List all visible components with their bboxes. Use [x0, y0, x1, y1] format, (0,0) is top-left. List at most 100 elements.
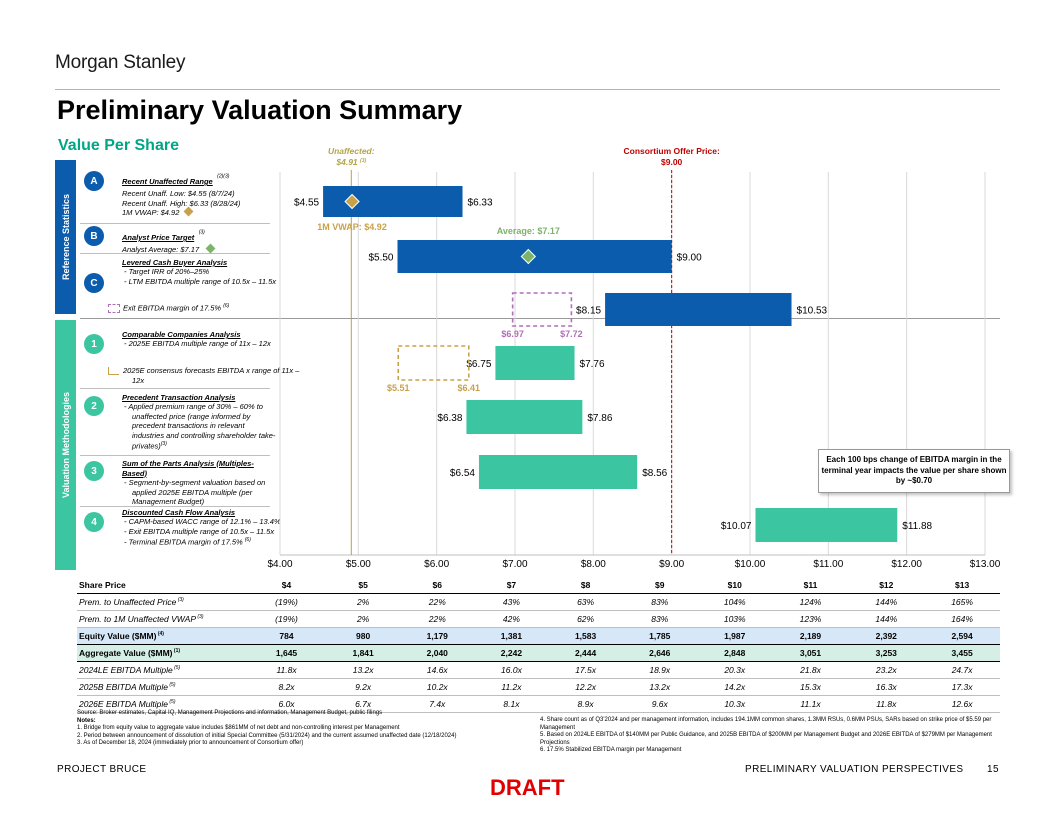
table-cell: 22%	[400, 610, 475, 628]
row-b-heading: Analyst Price Target	[122, 233, 195, 242]
table-cell: $11	[772, 577, 849, 594]
table-cell: 21.8x	[772, 661, 849, 679]
row-c-heading: Levered Cash Buyer Analysis	[122, 258, 228, 267]
row-2-label: Precedent Transaction Analysis - Applied…	[122, 393, 277, 451]
table-cell: 1,179	[400, 627, 475, 645]
table-cell: (19%)	[247, 593, 327, 611]
row-label: Share Price	[77, 577, 247, 594]
bar-high-label: $8.56	[642, 468, 667, 479]
row-3-label: Sum of the Parts Analysis (Multiples-Bas…	[122, 459, 277, 507]
bar-high-label: $6.33	[468, 198, 493, 209]
row-separator	[80, 253, 270, 254]
section-separator	[80, 318, 1000, 319]
table-cell: $9	[622, 577, 697, 594]
table-cell: 62%	[548, 610, 623, 628]
bar-A	[323, 186, 463, 217]
valuation-football-field-chart: $4.00 $5.00 $6.00 $7.00 $8.00 $9.00 $10.00 $11.…	[267, 146, 1000, 570]
table-cell: $5	[326, 577, 401, 594]
dashed-high-label: $7.72	[560, 329, 583, 339]
draft-stamp: DRAFT	[490, 775, 565, 800]
row-label: Prem. to Unaffected Price (3)	[77, 593, 247, 611]
bar-2	[466, 400, 583, 434]
row-label: 2025B EBITDA Multiple (5)	[77, 678, 247, 696]
table-cell: 784	[247, 627, 327, 645]
table-cell: 11.2x	[474, 678, 549, 696]
row-1-label: Comparable Companies Analysis - 2025E EB…	[122, 330, 277, 349]
bar-1	[495, 346, 575, 380]
table-cell: 11.8x	[247, 661, 327, 679]
table-cell: 2,040	[400, 644, 475, 662]
table-row: Equity Value ($MM) (4) 784 980 1,179 1,381 1,…	[77, 627, 1000, 645]
notes-right: 4. Share count as of Q3'2024 and per man…	[540, 717, 1000, 755]
table-cell: 2,594	[924, 627, 1000, 645]
reference-line-label: Unaffected:	[328, 146, 375, 156]
table-cell: 11.1x	[772, 695, 849, 713]
row-c-legend: Exit EBITDA margin of 17.5% (6)	[108, 302, 278, 314]
marker-label: 1M VWAP: $4.92	[317, 222, 387, 232]
bar-3	[478, 455, 638, 489]
purple-dashed-legend-icon	[108, 304, 120, 314]
dashed-low-label: $6.97	[501, 329, 524, 339]
x-tick-label: $6.00	[424, 559, 449, 570]
dashed-range-box	[397, 345, 470, 381]
table-cell: 1,583	[548, 627, 623, 645]
page-number: 15	[987, 764, 999, 775]
table-cell: 1,645	[247, 644, 327, 662]
badge-4: 4	[84, 512, 104, 532]
table-cell: 83%	[622, 610, 697, 628]
table-cell: 63%	[548, 593, 623, 611]
table-cell: 7.4x	[400, 695, 475, 713]
row-separator	[80, 388, 270, 389]
reference-line-value: $4.91 (3)	[335, 157, 366, 167]
morgan-stanley-logo: Morgan Stanley	[55, 52, 186, 73]
table-cell: 17.5x	[548, 661, 623, 679]
table-cell: 9.2x	[326, 678, 401, 696]
table-cell: 124%	[772, 593, 849, 611]
valuation-methodologies-bar: Valuation Methodologies	[55, 320, 76, 570]
dashed-low-label: $5.51	[387, 383, 410, 393]
row-2-bullet: - Applied premium range of 30% – 60% to …	[124, 402, 276, 451]
table-cell: 1,381	[474, 627, 549, 645]
table-cell: 15.3x	[772, 678, 849, 696]
note-item: 4. Share count as of Q3'2024 and per man…	[540, 717, 992, 731]
bar-high-label: $10.53	[797, 306, 828, 317]
bar-4	[755, 508, 898, 542]
row-separator	[80, 455, 270, 456]
table-cell: 123%	[772, 610, 849, 628]
row-a-line: Recent Unaff. Low: $4.55 (8/7/24)	[122, 189, 235, 198]
table-cell: 22%	[400, 593, 475, 611]
table-cell: 2%	[326, 593, 401, 611]
marker-diamond	[344, 193, 360, 210]
badge-c: C	[84, 273, 104, 293]
table-cell: 2,444	[548, 644, 623, 662]
reference-statistics-bar: Reference Statistics	[55, 160, 76, 314]
row-4-heading: Discounted Cash Flow Analysis	[122, 508, 236, 517]
bar-low-label: $5.50	[368, 253, 393, 264]
reference-line-value: $9.00	[661, 157, 683, 167]
table-cell: $7	[474, 577, 549, 594]
row-b-heading-note: (3)	[198, 229, 205, 236]
table-cell: 12.6x	[924, 695, 1000, 713]
row-4-bullet: - Terminal EBITDA margin of 17.5% (6)	[124, 537, 251, 547]
table-row: 2026E EBITDA Multiple (5) 6.0x 6.7x 7.4x 8.1…	[77, 695, 1000, 713]
dashed-high-label: $6.41	[458, 383, 481, 393]
table-cell: $8	[548, 577, 623, 594]
row-c-bullet: - Target IRR of 20%–25%	[124, 267, 210, 276]
table-cell: 10.2x	[400, 678, 475, 696]
table-cell: 144%	[848, 593, 925, 611]
footer-project-name: PROJECT BRUCE	[57, 764, 147, 775]
row-b-label: Analyst Price Target (3) Analyst Average…	[122, 227, 282, 255]
table-row: Prem. to Unaffected Price (3) (19%) 2% 22% 4…	[77, 593, 1000, 611]
x-tick-label: $5.00	[346, 559, 371, 570]
badge-2: 2	[84, 396, 104, 416]
x-tick-label: $8.00	[581, 559, 606, 570]
note-item: 5. Based on 2024LE EBITDA of $140MM per …	[540, 732, 992, 746]
table-cell: $10	[696, 577, 773, 594]
bar-high-label: $7.76	[580, 359, 605, 370]
row-a-heading: Recent Unaffected Range	[122, 177, 213, 186]
table-cell: 164%	[924, 610, 1000, 628]
marker-diamond	[520, 248, 537, 265]
notes-left: Source: Broker estimates, Capital IQ, Ma…	[77, 710, 527, 748]
table-cell: 23.2x	[848, 661, 925, 679]
table-cell: 12.2x	[548, 678, 623, 696]
